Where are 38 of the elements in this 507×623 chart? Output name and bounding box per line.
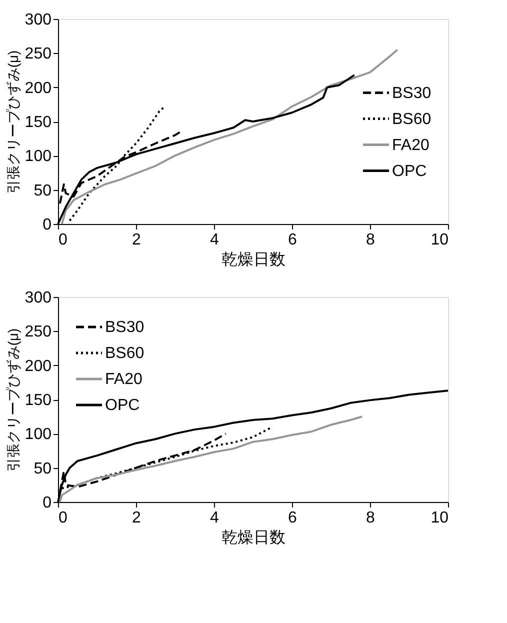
y-tick-label: 250 [24, 324, 52, 341]
y-axis-title: 引張クリープひずみ(μ) [4, 328, 21, 472]
x-tick-label: 0 [58, 232, 68, 248]
x-tick-label: 0 [58, 510, 68, 526]
x-tick-label: 8 [366, 232, 376, 248]
x-tick-label: 10 [430, 510, 449, 526]
x-tick-label: 4 [210, 510, 220, 526]
legend-label: OPC [105, 397, 140, 414]
y-tick-label: 50 [34, 182, 52, 200]
x-tick-label: 4 [210, 232, 220, 248]
y-tick-label: 100 [24, 148, 52, 166]
y-tick-label: 300 [24, 12, 52, 28]
y-tick-label: 250 [24, 46, 52, 63]
y-tick-label: 0 [42, 494, 52, 512]
y-tick-label: 50 [34, 460, 52, 478]
x-tick-label: 6 [288, 232, 298, 248]
y-tick-label: 200 [24, 80, 52, 97]
legend-label: BS60 [105, 345, 144, 362]
legend-label: FA20 [392, 136, 430, 154]
legend-label: OPC [392, 162, 427, 180]
y-tick-label: 150 [24, 392, 52, 409]
legend-label: BS30 [105, 319, 144, 336]
y-tick-label: 0 [42, 216, 52, 234]
x-tick-label: 2 [132, 232, 142, 248]
y-tick-label: 200 [24, 358, 52, 375]
y-axis-title: 引張クリープひずみ(μ) [4, 50, 21, 194]
x-tick-label: 10 [430, 232, 449, 248]
y-tick-label: 150 [24, 114, 52, 131]
x-tick-label: 6 [288, 510, 298, 526]
legend-label: FA20 [105, 371, 142, 388]
x-axis-title: 乾燥日数 [222, 530, 286, 546]
y-tick-label: 100 [24, 426, 52, 444]
legend-label: BS60 [392, 110, 432, 128]
y-tick-label: 300 [24, 290, 52, 306]
x-tick-label: 2 [132, 510, 142, 526]
x-axis-title: 乾燥日数 [222, 252, 286, 268]
x-tick-label: 8 [366, 510, 376, 526]
legend-label: BS30 [392, 84, 432, 102]
